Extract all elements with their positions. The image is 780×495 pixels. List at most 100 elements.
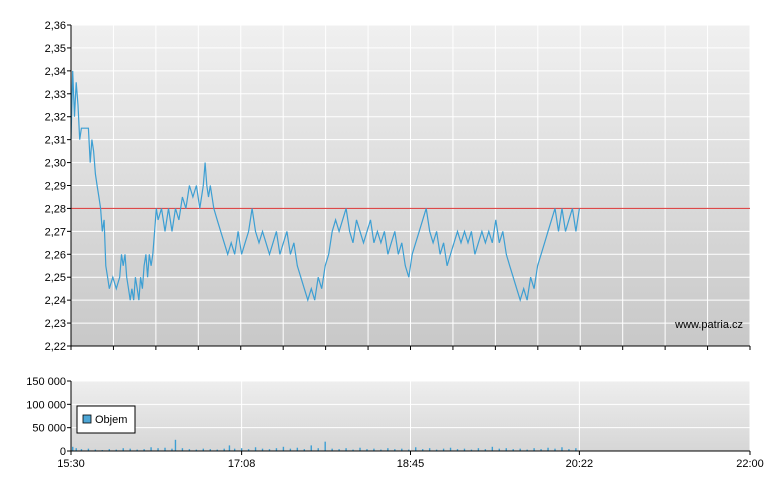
price-y-tick-label: 2,28 [45,203,66,215]
volume-bar [129,448,131,451]
volume-bar [373,448,375,451]
volume-bar [540,449,542,451]
price-series-line [70,70,580,303]
volume-bar [470,449,473,451]
volume-bar [228,445,231,451]
price-y-tick-label: 2,30 [45,158,66,170]
volume-bar [216,449,218,451]
volume-bar [296,447,299,451]
volume-bar [442,448,445,451]
volume-bar [108,449,111,451]
volume-bar [181,448,184,451]
price-y-tick-label: 2,36 [45,20,66,32]
price-y-tick-label: 2,29 [45,181,66,193]
volume-bar [164,447,166,451]
price-y-tick-label: 2,35 [45,43,66,55]
x-tick-label: 15:30 [57,458,85,470]
price-y-tick-label: 2,22 [45,341,66,353]
volume-bar [247,449,250,451]
volume-bar [463,448,466,451]
volume-bar [72,446,74,451]
price-y-tick-label: 2,34 [45,66,66,78]
price-y-tick-labels: 2,22 2,23 2,24 2,25 2,26 2,27 2,28 2,29 2,30 2,31… [45,20,71,353]
volume-bar [310,445,312,451]
price-y-tick-label: 2,24 [45,295,66,307]
volume-bar [554,448,556,451]
volume-bar [401,448,403,451]
volume-bar [366,449,368,451]
volume-bar [303,449,305,451]
volume-bar [380,449,382,451]
price-y-tick-label: 2,25 [45,272,66,284]
volume-bar [289,448,292,451]
volume-bar [345,448,347,451]
volume-bar [505,448,507,451]
volume-bar [317,448,319,451]
volume-bar [491,446,494,451]
volume-bar [512,449,514,451]
volume-bar [387,448,389,451]
volume-bar [484,449,487,451]
volume-bar [240,448,243,451]
volume-bar [115,449,117,451]
volume-bar [575,448,577,451]
volume-bar [421,449,424,451]
watermark: www.patria.cz [674,319,743,331]
volume-bar [456,449,459,451]
volume-y-tick-label: 0 [60,446,66,458]
volume-bar [533,448,535,451]
volume-bar [174,439,177,451]
price-y-tick-label: 2,27 [45,226,66,238]
volume-bar [143,449,145,451]
volume-bar [80,449,83,451]
volume-bar [428,448,431,451]
volume-bar [275,448,278,451]
legend-label: Objem [95,414,127,426]
volume-bar [122,448,124,451]
volume-bar [435,449,438,451]
legend-swatch [82,414,92,424]
volume-y-tick-label: 50 000 [32,423,66,435]
volume-bar [268,449,271,451]
x-tick-label: 18:45 [397,458,425,470]
volume-y-tick-label: 150 000 [26,376,66,388]
volume-bar [254,447,257,451]
volume-bar [87,448,90,451]
volume-bars [72,439,577,451]
price-y-tick-label: 2,31 [45,135,66,147]
volume-bar [136,449,138,451]
volume-bar [157,448,159,451]
price-gridlines [70,24,751,347]
price-y-tick-label: 2,26 [45,249,66,261]
volume-bar [498,448,500,451]
volume-y-tick-labels: 0 50 000 100 000 150 000 [26,376,71,458]
volume-bar [449,447,452,451]
volume-bar [338,449,340,451]
x-tick-label: 17:08 [228,458,256,470]
volume-bar [261,448,264,451]
price-y-tick-label: 2,33 [45,89,66,101]
volume-bar [195,449,198,451]
price-y-tick-label: 2,32 [45,112,66,124]
x-tick-label: 20:22 [566,458,594,470]
volume-bar [331,448,333,451]
x-tick-label: 22:00 [736,458,764,470]
volume-bar [171,448,173,451]
volume-bar [408,449,410,451]
volume-bar [394,449,396,451]
volume-y-tick-label: 100 000 [26,399,66,411]
legend: Objem [76,405,136,434]
volume-x-tick-labels: 15:30 17:08 18:45 20:22 22:00 [57,451,764,470]
volume-bar [352,449,354,451]
volume-bar [223,448,225,451]
price-y-tick-label: 2,23 [45,318,66,330]
volume-bar [519,448,521,451]
volume-bar [477,448,480,451]
volume-bar [94,449,97,451]
volume-bar [526,449,528,451]
volume-bar [561,447,563,451]
volume-bar [415,447,417,451]
volume-bar [150,447,152,451]
